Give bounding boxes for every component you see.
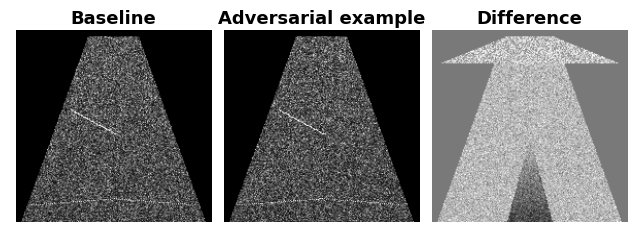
Text: Difference: Difference	[477, 10, 582, 28]
Text: Baseline: Baseline	[71, 10, 156, 28]
Text: Adversarial example: Adversarial example	[218, 10, 426, 28]
